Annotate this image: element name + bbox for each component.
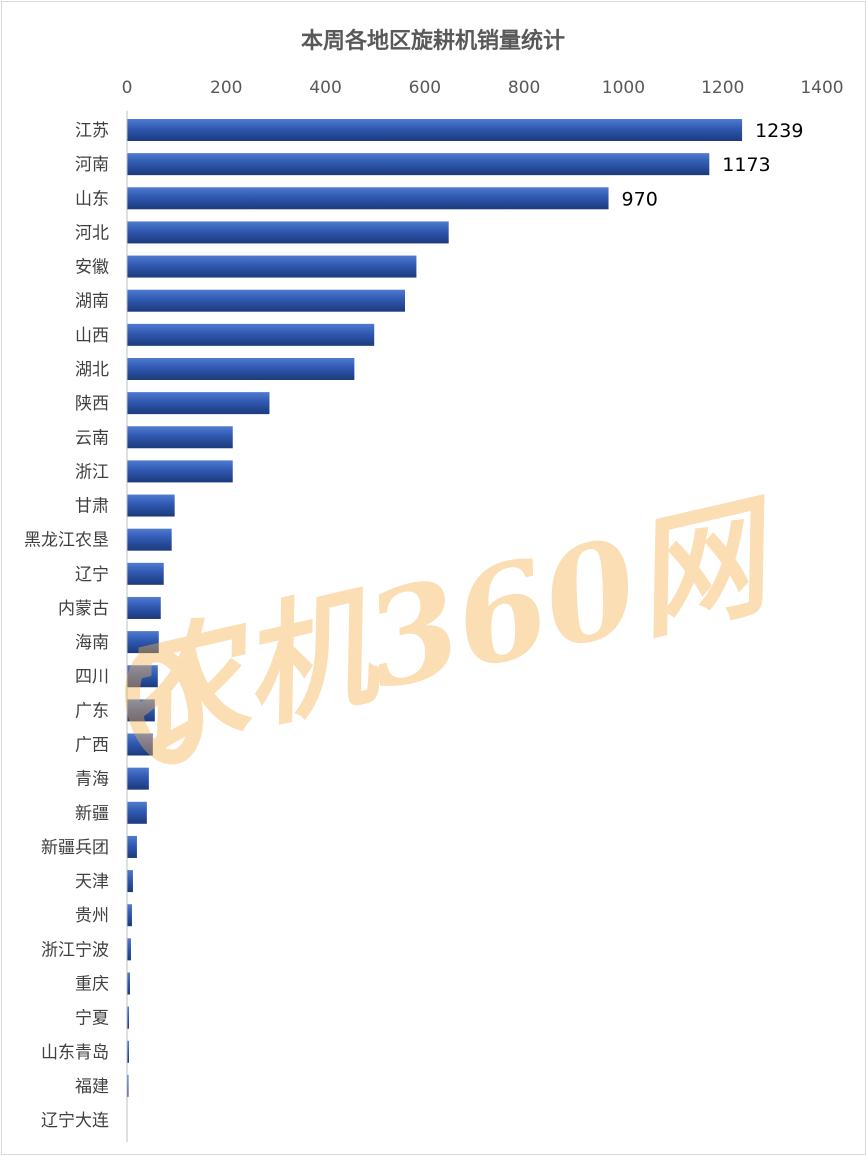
category-label: 山东青岛 xyxy=(41,1043,109,1063)
bar xyxy=(127,972,130,995)
category-label: 浙江 xyxy=(75,462,109,482)
category-label: 山东 xyxy=(75,189,109,209)
category-label: 甘肃 xyxy=(75,497,109,517)
bar xyxy=(127,699,155,722)
bar xyxy=(127,528,172,551)
bar xyxy=(127,426,233,449)
watermark-text: 农机360网 xyxy=(99,476,794,778)
category-label: 浙江宁波 xyxy=(41,940,109,960)
bar xyxy=(127,733,153,756)
bar xyxy=(127,119,743,141)
category-label: 福建 xyxy=(75,1077,109,1097)
category-label: 海南 xyxy=(75,633,109,653)
x-tick-label: 200 xyxy=(210,78,242,98)
data-label: 1239 xyxy=(755,120,803,142)
bar xyxy=(127,289,405,312)
category-label: 新疆兵团 xyxy=(41,838,109,858)
bar xyxy=(127,323,375,346)
bar xyxy=(127,1006,129,1029)
bar xyxy=(127,221,449,244)
bar xyxy=(127,357,355,380)
category-label: 贵州 xyxy=(75,906,109,926)
x-tick-label: 600 xyxy=(409,78,441,98)
bar xyxy=(127,870,133,893)
category-label: 辽宁大连 xyxy=(41,1111,109,1131)
x-tick-label: 1400 xyxy=(800,78,843,98)
category-label: 云南 xyxy=(75,428,109,448)
category-label: 新疆 xyxy=(75,804,109,824)
bars xyxy=(127,119,743,1132)
watermark-logo-mark xyxy=(125,647,204,765)
category-label: 山西 xyxy=(75,326,109,346)
category-label: 湖北 xyxy=(75,360,109,380)
bar xyxy=(127,1074,129,1097)
bar xyxy=(127,1040,129,1063)
category-label: 天津 xyxy=(75,872,109,892)
category-label: 陕西 xyxy=(75,394,109,414)
category-label: 河南 xyxy=(75,155,109,175)
x-tick-label: 1200 xyxy=(701,78,744,98)
category-label: 辽宁 xyxy=(75,565,109,585)
bar xyxy=(127,835,137,858)
bar xyxy=(127,596,161,619)
bar xyxy=(127,562,164,585)
x-tick-label: 400 xyxy=(309,78,341,98)
category-label: 四川 xyxy=(75,667,109,687)
watermark: 农机360网 xyxy=(99,476,794,778)
category-label: 黑龙江农垦 xyxy=(24,531,109,551)
chart-title: 本周各地区旋耕机销量统计 xyxy=(301,28,565,54)
data-labels: 1239 1173 970 xyxy=(622,120,804,210)
bar xyxy=(127,665,158,688)
category-label: 宁夏 xyxy=(75,1009,109,1029)
bar xyxy=(127,938,131,961)
category-label: 安徽 xyxy=(75,258,109,278)
y-axis-categories: 江苏河南山东河北安徽湖南山西湖北陕西云南浙江甘肃黑龙江农垦辽宁内蒙古海南四川广东… xyxy=(24,121,109,1131)
category-label: 重庆 xyxy=(75,975,109,995)
bar xyxy=(127,631,159,654)
x-axis-ticks: 0 200 400 600 800 1000 1200 1400 xyxy=(122,78,844,98)
bar xyxy=(127,904,132,927)
bar xyxy=(127,187,609,210)
x-tick-label: 800 xyxy=(508,78,540,98)
bar xyxy=(127,494,175,517)
category-label: 河北 xyxy=(75,223,109,243)
category-label: 青海 xyxy=(75,770,109,790)
category-label: 广西 xyxy=(75,736,109,756)
category-label: 江苏 xyxy=(75,121,109,141)
bar xyxy=(127,767,149,790)
category-label: 湖南 xyxy=(75,292,109,312)
data-label: 970 xyxy=(622,188,658,210)
category-label: 广东 xyxy=(75,701,109,721)
bar xyxy=(127,392,270,415)
x-tick-label: 1000 xyxy=(602,78,645,98)
bar xyxy=(127,153,710,176)
data-label: 1173 xyxy=(722,154,770,176)
x-tick-label: 0 xyxy=(122,78,133,98)
bar xyxy=(127,255,417,278)
category-label: 内蒙古 xyxy=(58,599,109,619)
bar xyxy=(127,801,147,824)
bar xyxy=(127,460,233,483)
